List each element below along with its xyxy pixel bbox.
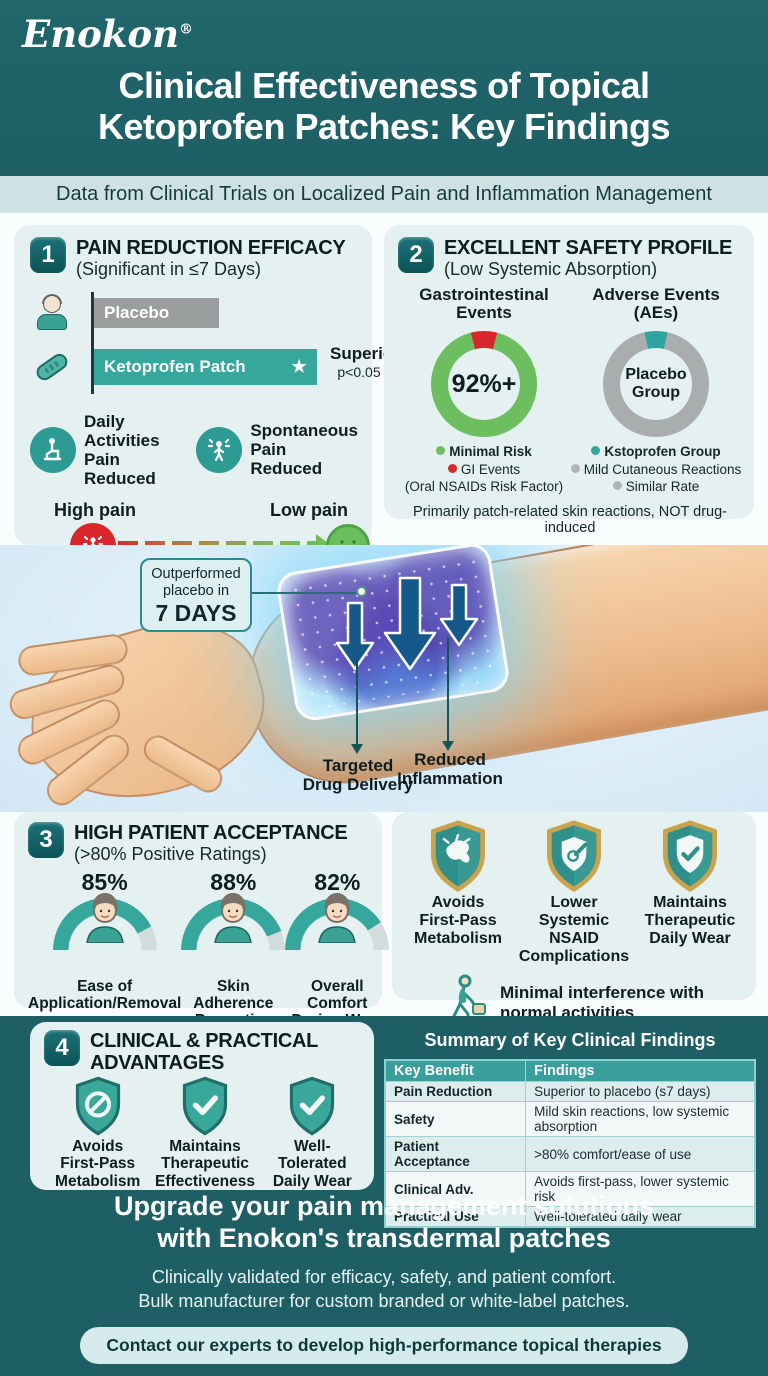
red-dot-icon [447,463,457,473]
footer-heading: Upgrade your pain management solutions w… [113,1191,655,1254]
teal-dot-icon [591,446,601,456]
ketoprofen-bar: Ketoprofen Patch ★ [94,348,317,385]
section-subtitle: (Significant in ≤7 Days) [76,259,261,279]
section-title: PAIN REDUCTION EFFICACY [76,237,346,259]
section-number-badge: 3 [28,822,64,858]
green-dot-icon [436,446,446,456]
shield-liver-icon [431,820,485,892]
table-row: Patient Acceptance >80% comfort/ease of u… [384,1136,756,1172]
benefit-daily-wear: Maintains Therapeutic Daily Wear [632,820,748,966]
adv-effectiveness: Maintains Therapeutic Effectiveness [151,1076,258,1190]
contact-cta-button[interactable]: Contact our experts to develop high-perf… [80,1327,688,1365]
footer-copy: Clinically validated for efficacy, safet… [138,1266,630,1312]
summary-table-zone: Summary of Key Clinical Findings Key Ben… [384,1030,756,1228]
brand-logo: Enokon® [22,12,193,56]
reduced-inflammation-label: Reduced Inflammation [397,750,503,788]
table-title: Summary of Key Clinical Findings [424,1030,716,1050]
patient-face-avatar [79,892,131,943]
table-row: Pain Reduction Superior to placebo (s7 da… [384,1081,756,1102]
targeted-delivery-pointer [351,660,363,754]
header: Enokon® Clinical Effectiveness of Topica… [0,0,768,176]
section-safety-profile: 2 EXCELLENT SAFETY PROFILE (Low Systemic… [384,225,754,536]
summary-table: Key Benefit Findings Pain Reduction Super… [384,1059,756,1228]
adv-first-pass: Avoids First-Pass Metabolism [44,1076,151,1190]
section-number-badge: 1 [30,237,66,273]
registered-mark: ® [179,21,193,38]
arm-illustration: Outperformed placebo in 7 DAYS Targeted D… [0,545,768,812]
section-title: CLINICAL & PRACTICAL ADVANTAGES [90,1030,319,1074]
drug-delivery-arrows-icon [300,573,490,713]
table-row: Practical Use Well-tolerated daily wear [384,1206,756,1228]
gray-dot-icon [612,481,622,491]
section-subtitle: (>80% Positive Ratings) [74,844,267,864]
ae-donut-chart: Placebo Group [603,331,709,438]
benefit-nsaid: Lower Systemic NSAID Complications [516,820,632,966]
col-header-findings: Findings [525,1059,756,1082]
gauge-comfort: 82% Overall ComfortDuring Wear [285,869,390,1030]
high-pain-label: High pain [54,499,136,520]
section-pain-reduction: 1 PAIN REDUCTION EFFICACY (Significant i… [14,225,400,592]
outperformed-callout: Outperformed placebo in 7 DAYS [140,558,252,632]
adverse-events-chart: Adverse Events (AEs) Placebo Group Kstopro… [570,285,742,496]
patient-face-avatar [311,892,363,943]
section-number-badge: 2 [398,237,434,273]
subtitle-bar: Data from Clinical Trials on Localized P… [0,176,768,213]
table-row: Clinical Adv. Avoids first-pass, lower sy… [384,1171,756,1207]
placebo-bar: Placebo [94,297,220,328]
gi-events-chart: Gastrointestinal Events 92%+ Minimal Risk… [404,284,564,495]
shield-inner-shield-icon [547,820,601,892]
section-clinical-advantages: 4 CLINICAL & PRACTICAL ADVANTAGES Avoids F… [30,1022,374,1190]
section-title: EXCELLENT SAFETY PROFILE [444,237,733,259]
col-header-benefit: Key Benefit [384,1059,527,1082]
gauge-ease: 85% Ease of Application/Removal [28,868,182,1013]
section-number-badge: 4 [44,1030,80,1066]
star-icon: ★ [291,356,307,376]
section-patient-acceptance: 3 HIGH PATIENT ACCEPTANCE (>80% Positive… [14,812,390,1072]
adv-tolerated: Well- Tolerated Daily Wear [259,1076,366,1190]
callout-connector-line [252,592,360,594]
significance-label: Superior p<0.05 [330,343,400,380]
patient-avatar-icon [30,293,74,331]
low-pain-label: Low pain [270,499,348,520]
table-row: Safety Mild skin reactions, low systemic … [384,1101,756,1137]
chart-axis [91,291,94,394]
section-subtitle: (Low Systemic Absorption) [444,259,658,279]
section-title: HIGH PATIENT ACCEPTANCE [74,822,348,844]
benefit-first-pass: Avoids First-Pass Metabolism [400,820,516,966]
gi-donut-chart: 92%+ [431,331,537,438]
daily-activities-icon [30,426,76,473]
gauge-adherence: 88% Skin AdherenceProperties [181,869,286,1030]
gray-dot-icon [570,463,580,473]
shield-prohibition-icon [75,1076,120,1136]
feature-spontaneous: Spontaneous Pain Reduced [196,412,358,488]
section-benefit-shields: Avoids First-Pass Metabolism Lower Systemi… [392,812,756,1030]
callout-dot [356,586,367,597]
shield-check-icon [663,820,717,892]
page-title: Clinical Effectiveness of Topical Ketopr… [97,65,671,147]
patch-icon [30,350,74,383]
safety-note: Primarily patch-related skin reactions, … [412,503,727,536]
shield-check-icon [182,1076,228,1136]
placebo-vs-patch-bar-chart: Placebo Ketoprofen Patch ★ Superior p<0.0… [30,290,400,398]
footer: Upgrade your pain management solutions w… [0,1190,768,1376]
feature-daily-activities: Daily Activities Pain Reduced [30,412,182,488]
targeted-delivery-label: Targeted Drug Delivery [302,756,414,794]
spontaneous-pain-icon [196,426,243,473]
patient-face-avatar [207,892,259,943]
shield-check-icon [290,1076,335,1136]
reduced-inflammation-pointer [442,637,454,751]
